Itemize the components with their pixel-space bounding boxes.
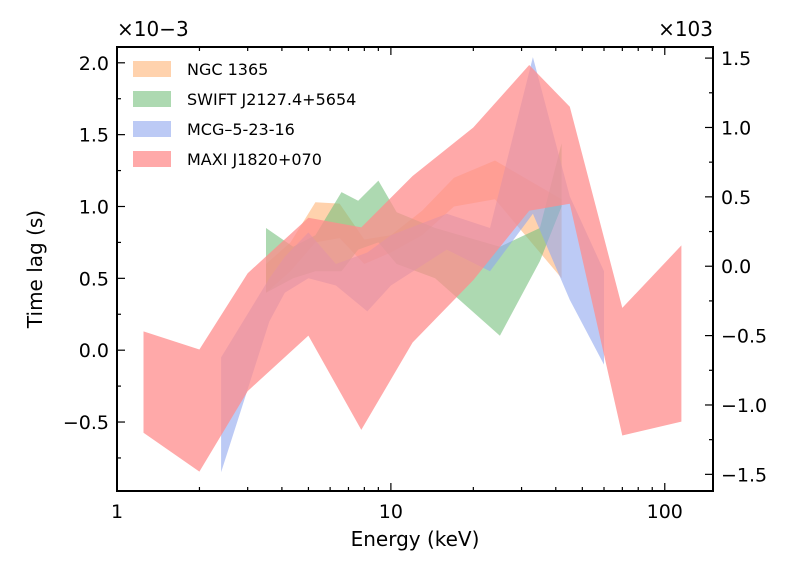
y-left-tick-label: 1.5 bbox=[79, 125, 109, 147]
y-right-tick-label: 0.0 bbox=[721, 256, 751, 278]
y-right-tick-label: −1.0 bbox=[721, 395, 767, 417]
y-left-tick-label: 1.0 bbox=[79, 196, 109, 218]
y-right-tick-label: 1.0 bbox=[721, 117, 751, 139]
y-right-tick-label: 1.5 bbox=[721, 48, 751, 70]
legend-swatch bbox=[133, 91, 171, 107]
y-right-tick-label: 0.5 bbox=[721, 187, 751, 209]
x-tick-label: 100 bbox=[647, 501, 683, 523]
legend-label: NGC 1365 bbox=[187, 60, 268, 79]
y-left-tick-label: −0.5 bbox=[63, 412, 109, 434]
legend-swatch bbox=[133, 151, 171, 167]
x-axis-title: Energy (keV) bbox=[351, 527, 480, 551]
series-area-4 bbox=[143, 65, 682, 472]
y-right-tick-label: −0.5 bbox=[721, 326, 767, 348]
legend: NGC 1365 SWIFT J2127.4+5654 MCG–5-23-16 MAX… bbox=[133, 60, 356, 169]
right-axis-multiplier: ×103 bbox=[658, 17, 713, 41]
legend-label: SWIFT J2127.4+5654 bbox=[187, 90, 356, 109]
left-axis-multiplier: ×10−3 bbox=[117, 17, 189, 41]
areas-layer bbox=[143, 57, 682, 473]
y-right-tick-label: −1.5 bbox=[721, 464, 767, 486]
legend-swatch bbox=[133, 121, 171, 137]
legend-swatch bbox=[133, 61, 171, 77]
y-axis-title: Time lag (s) bbox=[23, 210, 47, 329]
legend-label: MCG–5-23-16 bbox=[187, 120, 295, 139]
x-tick-label: 10 bbox=[379, 501, 403, 523]
ticks-layer: 1 10 100 −0.5 0.0 0.5 1.0 1.5 2.0 −1.5 −1.0 −0.5 0.0… bbox=[63, 47, 767, 523]
x-tick-label: 1 bbox=[111, 501, 123, 523]
y-left-tick-label: 2.0 bbox=[79, 53, 109, 75]
legend-label: MAXI J1820+070 bbox=[187, 150, 322, 169]
y-left-tick-label: 0.0 bbox=[79, 340, 109, 362]
y-left-tick-label: 0.5 bbox=[79, 268, 109, 290]
plot-frame bbox=[116, 46, 714, 492]
